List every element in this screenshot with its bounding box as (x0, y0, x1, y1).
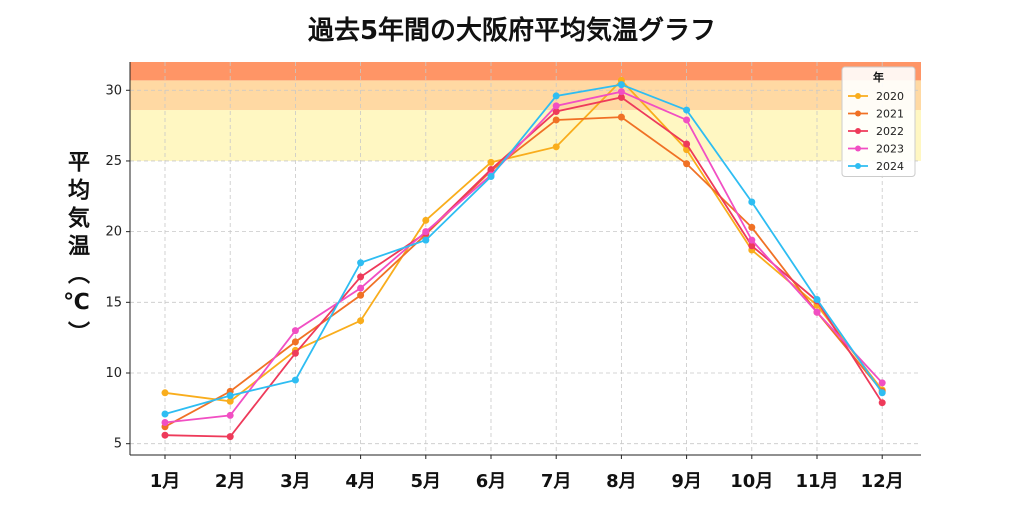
grid-lines (130, 62, 921, 455)
series-line-2021 (164, 116, 883, 428)
legend: 年 2020 2021 2022 2023 2024 (841, 66, 916, 177)
x-tick-label: 11月 (795, 471, 838, 492)
data-point-2021 (357, 291, 365, 299)
data-point-2024 (813, 295, 821, 303)
x-tick-label: 10月 (730, 471, 773, 492)
x-tick-label: 7月 (541, 471, 572, 492)
data-point-2024 (422, 236, 430, 244)
data-point-2024 (357, 259, 365, 267)
data-point-2020 (161, 389, 169, 397)
data-point-2022 (683, 140, 691, 148)
data-point-2022 (878, 399, 886, 407)
series-line-2024 (164, 83, 883, 415)
y-tick-label: 5 (114, 437, 122, 452)
data-point-2023 (683, 116, 691, 124)
legend-label: 2022 (876, 125, 904, 138)
series-lines (161, 76, 886, 441)
band-0 (130, 110, 921, 161)
data-point-2022 (357, 273, 365, 281)
y-tick-label: 25 (105, 154, 122, 169)
x-tick-label: 12月 (861, 471, 904, 492)
data-point-2024 (748, 198, 756, 206)
data-point-2020 (226, 397, 234, 405)
data-point-2022 (748, 242, 756, 250)
x-tick-labels: 1月 2月 3月 4月 5月 6月 7月 8月 9月 10月 11月 12月 (150, 455, 904, 492)
data-point-2023 (748, 236, 756, 244)
data-point-2024 (487, 173, 495, 181)
legend-label: 2024 (876, 160, 904, 173)
y-axis-label: 平均気温（℃） (64, 150, 89, 349)
legend-swatch-marker (855, 163, 861, 169)
legend-label: 2021 (876, 108, 904, 121)
x-tick-label: 8月 (606, 471, 637, 492)
data-point-2022 (552, 107, 560, 115)
y-tick-label: 20 (105, 225, 122, 240)
x-tick-label: 2月 (215, 471, 246, 492)
data-point-2020 (487, 158, 495, 166)
legend-swatch-marker (855, 128, 861, 134)
data-point-2023 (161, 418, 169, 426)
data-point-2021 (617, 113, 625, 121)
legend-swatch-marker (855, 145, 861, 152)
data-point-2024 (226, 392, 234, 400)
data-point-2023 (226, 411, 234, 419)
x-tick-label: 5月 (411, 471, 442, 492)
axes (129, 62, 921, 456)
x-tick-label: 1月 (150, 471, 181, 492)
data-point-2024 (683, 106, 691, 114)
data-point-2024 (161, 410, 169, 418)
data-point-2023 (552, 102, 560, 110)
data-point-2023 (357, 284, 365, 292)
data-point-2021 (552, 116, 560, 124)
chart-title: 過去5年間の大阪府平均気温グラフ (307, 16, 717, 46)
data-point-2024 (617, 81, 625, 89)
legend-swatch-marker (855, 110, 861, 117)
band-1 (130, 80, 921, 111)
x-tick-label: 4月 (345, 471, 376, 492)
data-point-2022 (617, 93, 625, 101)
data-point-2020 (422, 216, 430, 224)
temperature-bands (130, 62, 921, 161)
data-point-2021 (291, 338, 299, 346)
data-point-2022 (226, 433, 234, 441)
data-point-2021 (683, 160, 691, 168)
data-point-2024 (291, 376, 299, 384)
data-point-2024 (878, 389, 886, 397)
data-point-2022 (291, 349, 299, 357)
legend-swatch-marker (855, 93, 861, 99)
legend-label: 2020 (876, 90, 904, 103)
data-point-2023 (422, 228, 430, 236)
x-tick-label: 9月 (671, 471, 702, 492)
y-tick-label: 15 (105, 295, 122, 310)
y-tick-label: 30 (105, 83, 122, 98)
data-point-2023 (291, 327, 299, 335)
x-tick-label: 3月 (280, 471, 311, 492)
data-point-2021 (748, 223, 756, 231)
data-point-2024 (552, 92, 560, 100)
data-point-2020 (357, 317, 365, 325)
data-point-2023 (878, 379, 886, 387)
y-tick-labels: 5 10 15 20 25 30 (105, 83, 130, 452)
y-tick-label: 10 (105, 366, 122, 381)
band-2 (130, 62, 921, 81)
legend-title: 年 (873, 70, 884, 84)
legend-label: 2023 (876, 143, 904, 156)
data-point-2023 (617, 88, 625, 96)
data-point-2022 (161, 431, 169, 439)
series-line-2020 (164, 79, 883, 403)
data-point-2020 (552, 143, 560, 151)
x-tick-label: 6月 (476, 471, 507, 492)
data-point-2023 (813, 308, 821, 316)
series-line-2023 (164, 90, 883, 424)
data-point-2022 (487, 165, 495, 173)
